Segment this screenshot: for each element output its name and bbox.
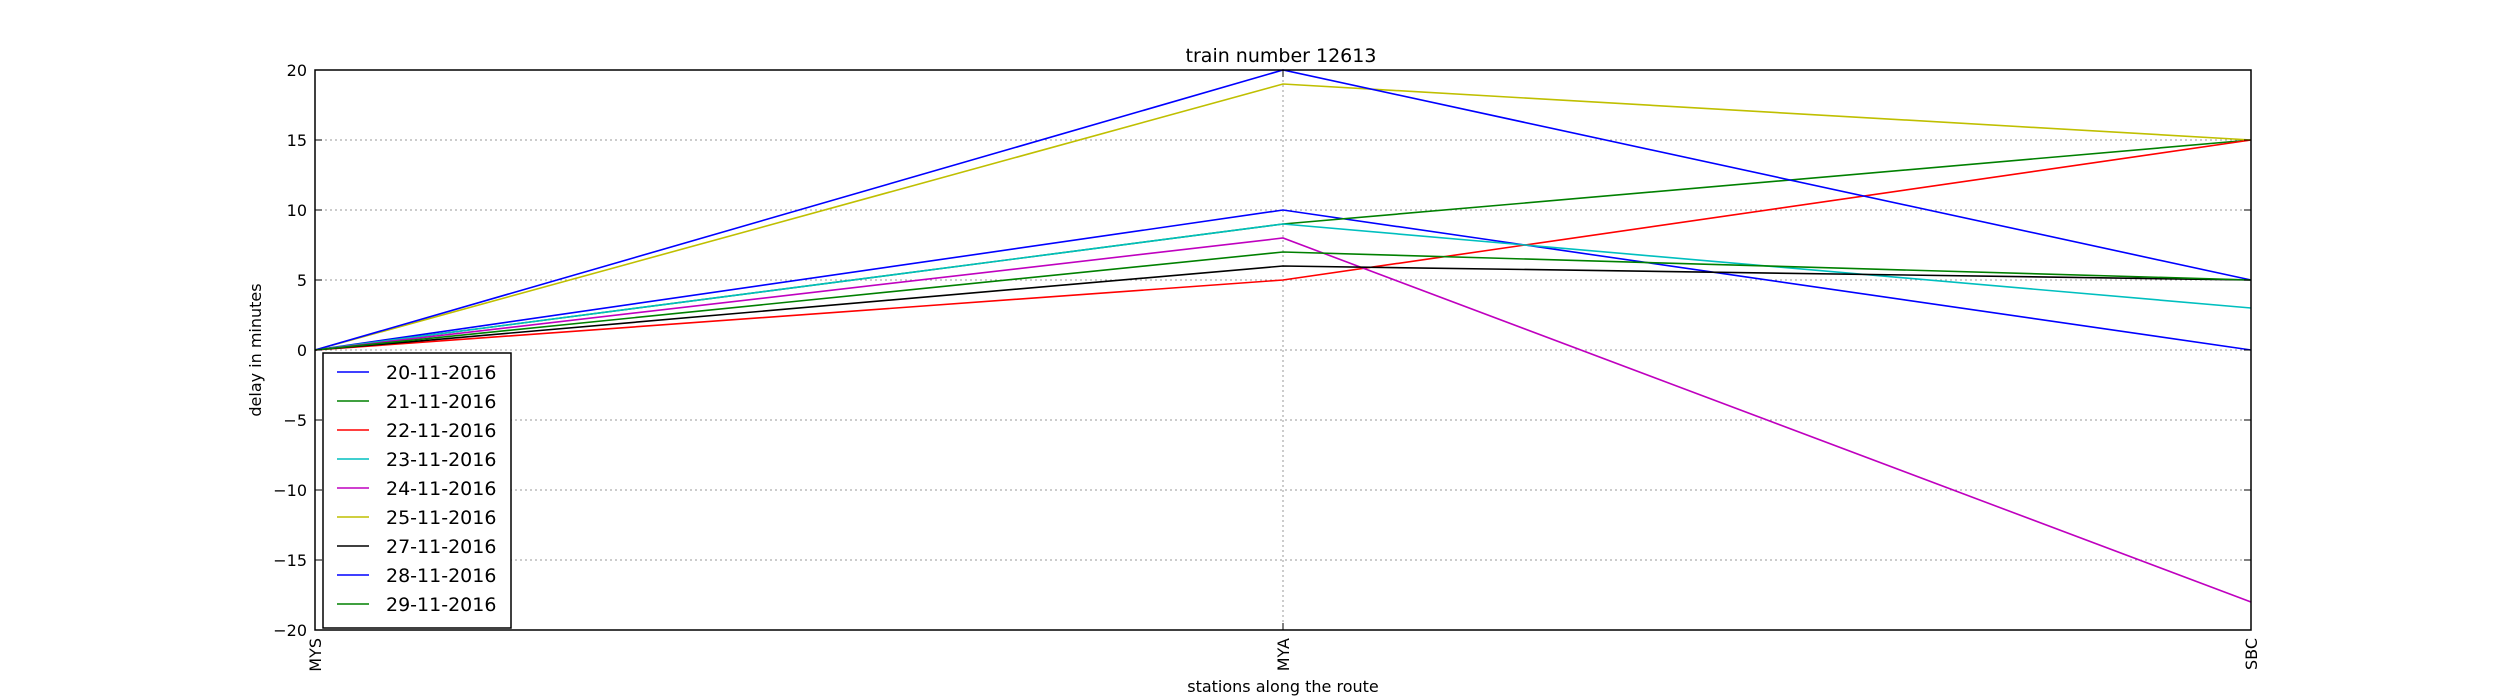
y-tick-label: 15 — [287, 131, 307, 150]
y-tick-label: 0 — [297, 341, 307, 360]
y-tick-label: −20 — [273, 621, 307, 640]
legend-label: 23-11-2016 — [386, 449, 496, 471]
y-tick-label: −15 — [273, 551, 307, 570]
legend-label: 21-11-2016 — [386, 391, 496, 413]
series-line-22-11-2016 — [314, 139, 2252, 351]
series-line-25-11-2016 — [314, 83, 2252, 351]
x-tick-label: MYA — [1274, 638, 1293, 671]
series-line-29-11-2016 — [314, 251, 2252, 351]
y-axis-title: delay in minutes — [246, 283, 265, 416]
series-line-20-11-2016 — [314, 209, 2252, 351]
y-tick-label: −5 — [283, 411, 307, 430]
series-line-27-11-2016 — [314, 265, 2252, 351]
legend-label: 20-11-2016 — [386, 362, 496, 384]
x-tick-label: SBC — [2242, 638, 2261, 670]
legend-label: 27-11-2016 — [386, 536, 496, 558]
y-tick-label: −10 — [273, 481, 307, 500]
axis-ticks: −20 −15 −10 −5 0 5 10 15 20 MYS MYA SBC — [273, 61, 2261, 672]
y-tick-label: 5 — [297, 271, 307, 290]
legend-label: 22-11-2016 — [386, 420, 496, 442]
x-axis-title: stations along the route — [1187, 677, 1379, 696]
legend-box — [322, 352, 512, 629]
legend-label: 25-11-2016 — [386, 507, 496, 529]
y-tick-label: 20 — [287, 61, 307, 80]
series-line-24-11-2016 — [314, 237, 2252, 603]
chart-title: train number 12613 — [1186, 45, 1377, 67]
legend-label: 28-11-2016 — [386, 565, 496, 587]
y-tick-label: 10 — [287, 201, 307, 220]
legend: 20-11-2016 21-11-2016 22-11-2016 23-11-2016… — [322, 352, 512, 629]
series-lines — [314, 69, 2252, 603]
legend-label: 29-11-2016 — [386, 594, 496, 616]
grid — [315, 69, 2251, 631]
series-line-23-11-2016 — [314, 223, 2252, 351]
x-tick-label: MYS — [306, 638, 325, 672]
legend-label: 24-11-2016 — [386, 478, 496, 500]
